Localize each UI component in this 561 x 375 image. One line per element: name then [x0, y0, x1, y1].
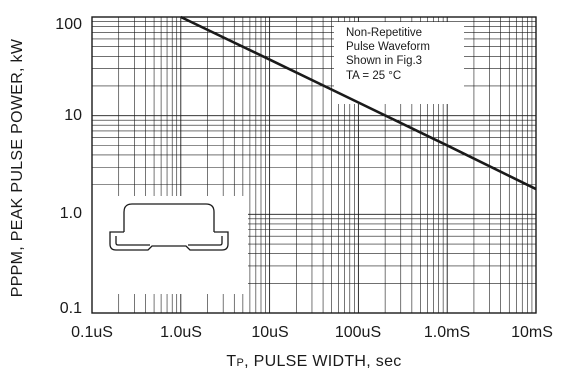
x-axis-title-rest: , PULSE WIDTH, sec: [244, 353, 401, 370]
annotation-note: Non-Repetitive Pulse Waveform Shown in F…: [346, 27, 430, 82]
x-tick-label: 10uS: [251, 324, 288, 341]
y-tick-labels: 100 10 1.0 0.1: [55, 16, 82, 317]
series-layer: [180, 15, 537, 191]
x-tick-labels: 0.1uS 1.0uS 10uS 100uS 1.0mS 10mS: [71, 324, 553, 341]
series-line: [180, 15, 537, 191]
y-tick-label: 100: [55, 16, 82, 33]
plot-frame: [91, 16, 537, 314]
x-tick-label: 10mS: [511, 324, 553, 341]
x-axis-title-prefix: T: [226, 353, 236, 370]
y-axis-title: PPPM, PEAK PULSE POWER, kW: [9, 38, 26, 297]
x-axis-title: TP, PULSE WIDTH, sec: [226, 353, 401, 370]
y-tick-label: 10: [64, 107, 82, 124]
x-tick-label: 100uS: [335, 324, 381, 341]
annotation-line-3: Shown in Fig.3: [346, 55, 422, 67]
x-tick-label: 1.0mS: [424, 324, 470, 341]
annotation-line-4: TA = 25 °C: [346, 70, 401, 82]
annotation-line-1: Non-Repetitive: [346, 27, 422, 39]
annotation-box-bg: [334, 22, 464, 104]
package-image-bg: [92, 196, 248, 294]
annotation-line-2: Pulse Waveform: [346, 41, 430, 53]
x-tick-label: 0.1uS: [71, 324, 113, 341]
x-axis-title-subscript: P: [237, 357, 245, 369]
smd-package-outline-icon: [109, 203, 229, 251]
x-tick-label: 1.0uS: [160, 324, 202, 341]
y-tick-label: 0.1: [60, 300, 82, 317]
grid-lines: [92, 17, 536, 313]
y-tick-label: 1.0: [60, 205, 82, 222]
